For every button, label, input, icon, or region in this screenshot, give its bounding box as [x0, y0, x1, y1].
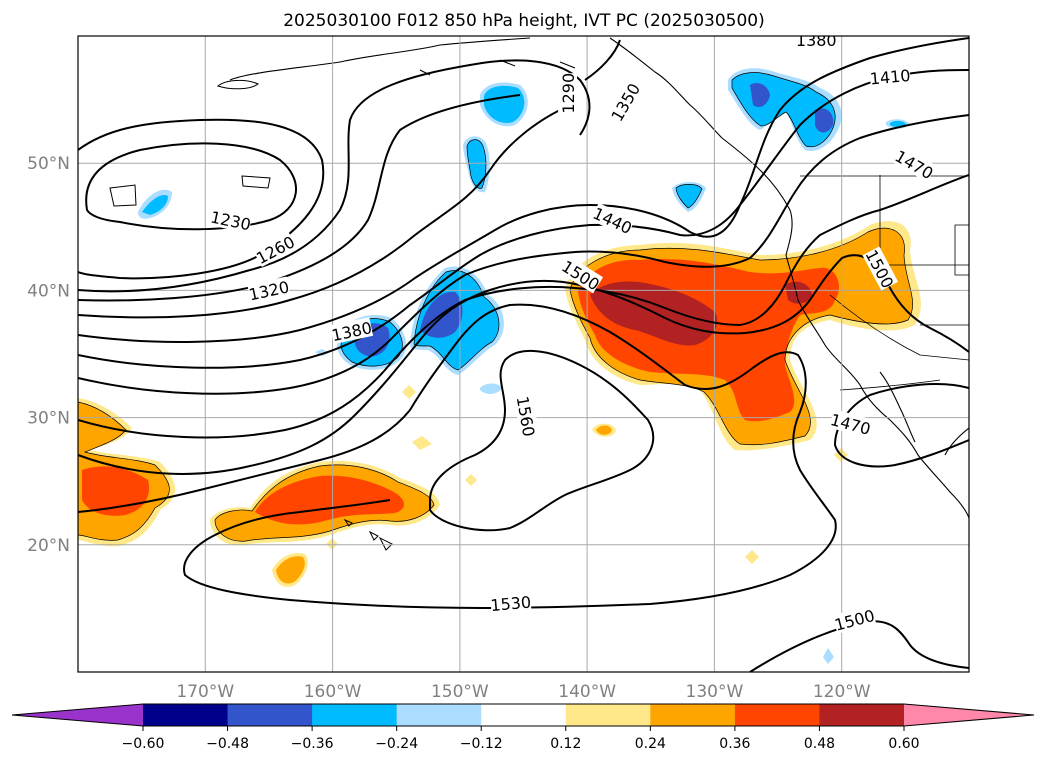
- colorbar-swatch: [650, 704, 736, 726]
- contour-1350b: [584, 39, 621, 81]
- colorbar-extend-low: [12, 704, 143, 726]
- colorbar-tick-label: 0.12: [550, 736, 581, 752]
- colorbar-swatch: [396, 704, 482, 726]
- lon-tick-label: 130°W: [686, 682, 744, 702]
- colorbar-swatch: [227, 704, 313, 726]
- contour-label-text: 1530: [490, 593, 532, 615]
- colorbar-swatch: [312, 704, 398, 726]
- contour-label-bg: [252, 231, 298, 268]
- colorbar-tick-label: −0.12: [460, 736, 503, 752]
- colorbar-tick-label: 0.48: [804, 736, 835, 752]
- contour-1380: [78, 37, 969, 343]
- contour-label: 1530: [489, 591, 532, 615]
- longitude-ticks: 170°W 160°W 150°W 140°W 130°W 120°W: [176, 682, 870, 702]
- contour-label-bg: [489, 591, 532, 615]
- colorbar-tick-label: −0.36: [291, 736, 334, 752]
- contour-label-bg: [559, 256, 604, 294]
- contour-1350: [78, 109, 561, 319]
- contour-label-bg: [862, 246, 899, 291]
- contour-1290: [78, 59, 591, 293]
- contour-label-bg: [330, 317, 374, 345]
- colorbar-swatch: [819, 704, 905, 726]
- contour-label-bg: [606, 79, 644, 124]
- colorbar-tick-label: 0.36: [719, 736, 750, 752]
- contour-label-text: 1410: [869, 66, 911, 88]
- lon-tick-label: 170°W: [176, 682, 234, 702]
- latitude-ticks: 20°N 30°N 40°N 50°N: [27, 154, 70, 556]
- contour-label-bg: [869, 64, 911, 88]
- contour-1560: [429, 349, 655, 532]
- colorbar-tick-label: 0.24: [635, 736, 666, 752]
- map-title: 2025030100 F012 850 hPa height, IVT PC (…: [283, 11, 765, 31]
- contour-1530: [78, 303, 837, 610]
- contour-1440: [78, 114, 969, 395]
- contour-label-bg: [892, 145, 937, 183]
- colorbar-swatch: [565, 704, 651, 726]
- contour-label: 1380: [796, 31, 837, 50]
- contour-1500b: [749, 620, 969, 672]
- contour-label-text: 1380: [796, 31, 837, 50]
- lon-tick-label: 160°W: [304, 682, 362, 702]
- islands: [109, 79, 393, 551]
- colorbar-swatch: [481, 704, 567, 726]
- contour-label-bg: [828, 409, 873, 438]
- lat-tick-label: 50°N: [27, 154, 70, 174]
- colorbar-tick-label: −0.24: [375, 736, 418, 752]
- graticule: [78, 36, 969, 672]
- contour-1260: [78, 118, 325, 280]
- colorbar-extend-high: [904, 704, 1034, 726]
- colorbar-swatch: [143, 704, 229, 726]
- contour-label-bg: [558, 73, 578, 114]
- contour-label-bg: [513, 394, 540, 438]
- map-frame: [77, 35, 970, 673]
- contour-label-bg: [209, 206, 253, 234]
- contour-label-bg: [590, 202, 635, 238]
- contour-1470: [78, 174, 969, 439]
- contour-1410: [78, 69, 969, 369]
- contour-1230: [85, 142, 297, 231]
- lat-tick-label: 20°N: [27, 536, 70, 556]
- contour-label-bg: [796, 36, 837, 49]
- contour-label-text: 1290: [559, 73, 578, 114]
- lat-tick-label: 30°N: [27, 409, 70, 429]
- lat-tick-label: 40°N: [27, 281, 70, 301]
- contour-label: 1290: [558, 73, 578, 114]
- colorbar-swatch: [734, 704, 820, 726]
- lon-tick-label: 120°W: [813, 682, 871, 702]
- lon-tick-label: 140°W: [558, 682, 616, 702]
- contour-label-bg: [247, 276, 291, 304]
- contour-1470b: [833, 383, 969, 468]
- contour-label: 1410: [869, 64, 911, 88]
- colorbar-tick-label: −0.60: [122, 736, 165, 752]
- contour-label-bg: [832, 605, 877, 634]
- shading-outlines: [78, 72, 913, 542]
- coastlines: [229, 37, 969, 519]
- colorbar-tick-label: 0.60: [888, 736, 919, 752]
- colorbar-tick-label: −0.48: [206, 736, 249, 752]
- lon-tick-label: 150°W: [431, 682, 489, 702]
- contour-1320: [78, 94, 521, 302]
- colorbar: −0.60 −0.48 −0.36 −0.24 −0.12 0.12 0.24 0.36 0.4…: [11, 703, 1035, 752]
